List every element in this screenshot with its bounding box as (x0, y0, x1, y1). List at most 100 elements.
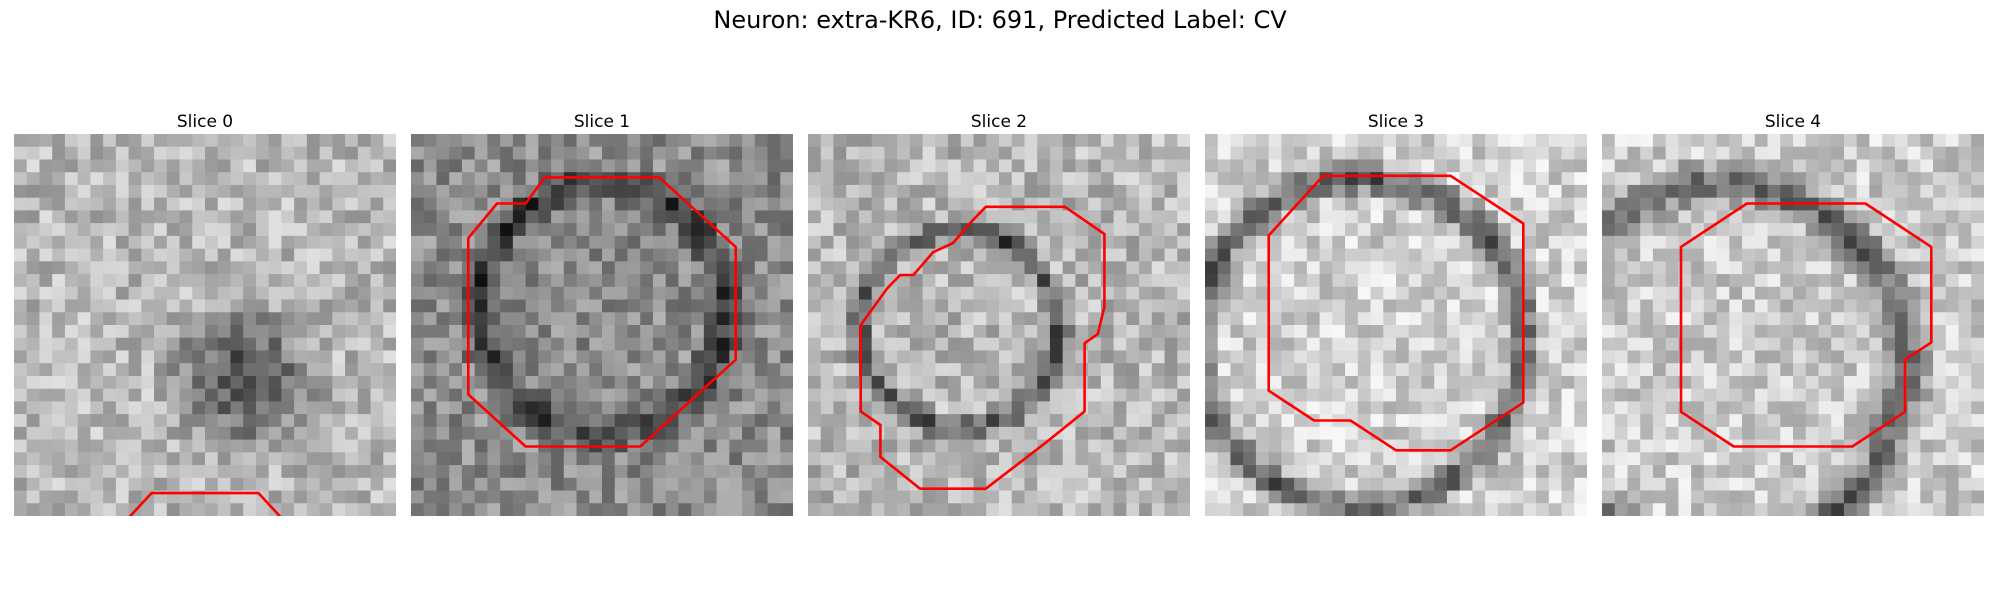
image-pixel (589, 490, 603, 504)
image-pixel (602, 261, 616, 275)
image-pixel (90, 299, 104, 313)
image-pixel (1818, 414, 1832, 428)
image-pixel (1497, 235, 1512, 250)
image-pixel (960, 312, 975, 326)
image-pixel (1062, 401, 1076, 415)
image-pixel (1472, 223, 1486, 237)
image-pixel (1818, 363, 1832, 377)
image-pixel (436, 159, 450, 173)
image-pixel (52, 235, 66, 250)
image-pixel (1602, 503, 1616, 516)
image-pixel (500, 375, 514, 390)
image-pixel (833, 490, 847, 504)
image-pixel (846, 223, 860, 237)
image-pixel (1217, 261, 1232, 275)
image-pixel (652, 388, 667, 402)
image-pixel (1205, 286, 1219, 301)
image-pixel (345, 274, 359, 288)
image-pixel (1294, 465, 1308, 479)
image-pixel (1602, 299, 1616, 313)
image-pixel (1691, 503, 1705, 516)
image-pixel (691, 146, 705, 161)
image-pixel (871, 312, 885, 326)
image-pixel (306, 274, 321, 288)
image-pixel (1177, 248, 1190, 262)
image-pixel (678, 325, 692, 339)
image-pixel (1319, 490, 1333, 504)
image-pixel (703, 210, 718, 224)
image-pixel (512, 414, 527, 428)
image-pixel (665, 197, 679, 211)
image-pixel (14, 414, 28, 428)
image-pixel (742, 388, 756, 402)
image-pixel (1869, 274, 1883, 288)
image-pixel (1139, 325, 1153, 339)
image-pixel (64, 146, 79, 161)
slice-title: Slice 1 (573, 112, 631, 132)
image-pixel (1818, 223, 1832, 237)
image-pixel (1472, 134, 1486, 148)
image-pixel (512, 452, 527, 466)
image-pixel (1139, 286, 1153, 301)
image-pixel (833, 477, 847, 492)
image-pixel (1678, 134, 1692, 148)
image-pixel (1894, 274, 1909, 288)
image-pixel (1574, 350, 1587, 364)
image-pixel (1818, 401, 1832, 415)
image-pixel (383, 172, 396, 186)
image-pixel (26, 184, 41, 199)
image-pixel (858, 426, 873, 441)
image-pixel (589, 248, 603, 262)
image-pixel (716, 146, 730, 161)
image-pixel (1113, 363, 1127, 377)
image-pixel (973, 503, 987, 516)
image-pixel (1678, 426, 1692, 441)
image-pixel (1882, 465, 1896, 479)
image-pixel (1408, 401, 1423, 415)
image-pixel (357, 439, 372, 453)
image-pixel (14, 325, 28, 339)
image-pixel (1627, 401, 1641, 415)
image-pixel (1062, 184, 1076, 199)
image-pixel (243, 477, 257, 492)
image-pixel (357, 350, 372, 364)
image-pixel (729, 388, 743, 402)
image-pixel (538, 261, 552, 275)
image-pixel (1627, 325, 1641, 339)
image-pixel (1971, 172, 1984, 186)
image-pixel (1548, 159, 1563, 173)
image-pixel (742, 312, 756, 326)
image-pixel (1652, 325, 1667, 339)
image-pixel (614, 159, 629, 173)
image-pixel (858, 159, 873, 173)
image-pixel (1945, 439, 1960, 453)
image-pixel (1945, 235, 1960, 250)
image-pixel (1691, 312, 1705, 326)
image-pixel (1602, 363, 1616, 377)
image-pixel (780, 414, 793, 428)
image-pixel (1396, 261, 1410, 275)
image-pixel (1485, 337, 1499, 352)
image-pixel (1497, 350, 1512, 364)
image-pixel (1255, 350, 1270, 364)
image-pixel (716, 299, 730, 313)
image-pixel (411, 134, 425, 148)
image-pixel (1627, 134, 1641, 148)
image-pixel (846, 184, 860, 199)
image-pixel (383, 363, 396, 377)
image-pixel (1370, 159, 1384, 173)
image-pixel (205, 439, 219, 453)
image-pixel (627, 452, 641, 466)
image-pixel (1548, 375, 1563, 390)
image-pixel (846, 337, 860, 352)
image-pixel (1151, 452, 1166, 466)
image-pixel (525, 363, 539, 377)
image-pixel (1945, 452, 1960, 466)
image-pixel (1177, 414, 1190, 428)
image-pixel (115, 388, 130, 402)
image-pixel (846, 439, 860, 453)
image-pixel (1434, 172, 1448, 186)
image-pixel (1958, 363, 1972, 377)
image-pixel (179, 363, 193, 377)
image-pixel (1831, 312, 1845, 326)
